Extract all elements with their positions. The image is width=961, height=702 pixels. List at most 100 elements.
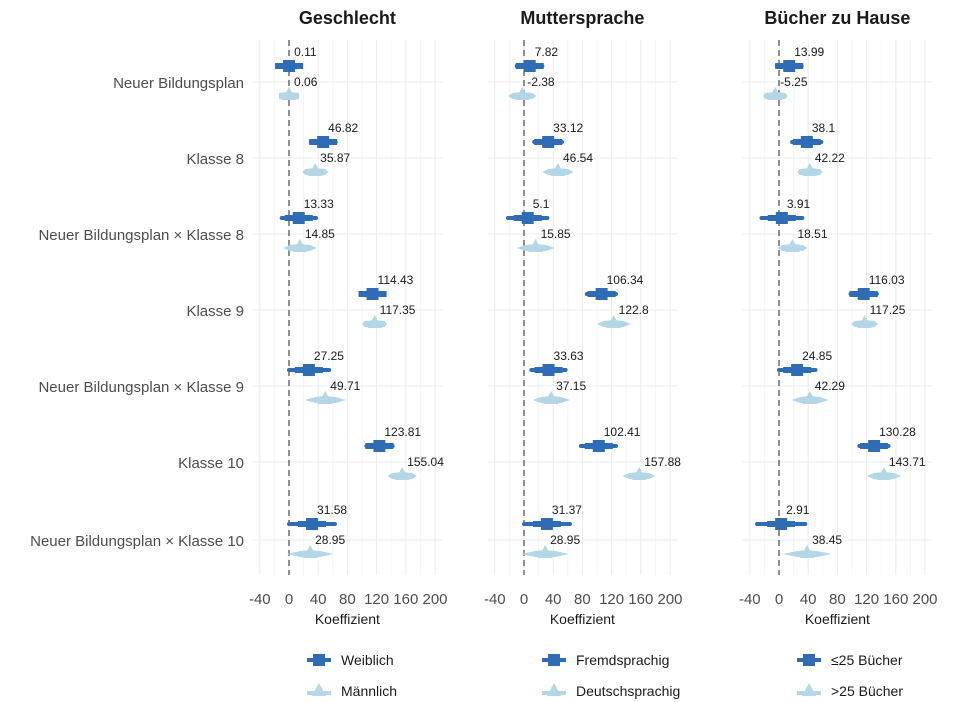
data-label: 0.11: [294, 45, 317, 59]
row-label: Neuer Bildungsplan × Klasse 10: [30, 533, 244, 550]
estimate-point: [802, 163, 817, 176]
estimate-point: [791, 364, 804, 376]
estimate-point: [521, 212, 534, 224]
data-label: 46.54: [563, 151, 593, 165]
estimate-point: [292, 212, 305, 224]
data-label: 123.81: [384, 425, 421, 439]
data-label: 2.91: [786, 503, 810, 517]
legend-key-square: [313, 654, 325, 666]
estimate-point: [595, 288, 608, 300]
x-tick-label: 0: [285, 591, 293, 608]
estimate-point: [800, 136, 813, 148]
x-tick-label: 200: [657, 591, 682, 608]
estimate-point: [282, 87, 297, 100]
estimate-point: [306, 518, 319, 530]
data-label: 0.06: [294, 75, 318, 89]
x-tick-label: -40: [484, 591, 506, 608]
x-tick-label: 40: [800, 591, 817, 608]
row-label: Klasse 8: [186, 151, 244, 168]
data-label: 38.1: [812, 121, 836, 135]
estimate-point: [544, 391, 559, 404]
data-label: 24.85: [802, 349, 832, 363]
data-label: 14.85: [305, 227, 335, 241]
estimate-point: [868, 440, 881, 452]
panel-title: Muttersprache: [520, 8, 644, 28]
row-label: Neuer Bildungsplan: [113, 75, 244, 92]
data-label: 116.03: [869, 273, 905, 287]
estimate-point: [373, 440, 386, 452]
data-label: 155.04: [407, 455, 444, 469]
legend-label: >25 Bücher: [831, 683, 903, 699]
x-tick-label: 80: [574, 591, 591, 608]
estimate-point: [857, 315, 872, 328]
estimate-point: [395, 467, 410, 480]
estimate-point: [540, 518, 553, 530]
row-label: Neuer Bildungsplan × Klasse 8: [38, 227, 244, 244]
data-label: 117.25: [870, 303, 906, 317]
data-label: 18.51: [798, 227, 828, 241]
data-label: 106.34: [607, 273, 644, 287]
legend-label: Weiblich: [341, 652, 394, 668]
data-label: -2.38: [527, 75, 555, 89]
estimate-point: [632, 467, 647, 480]
x-tick-label: 200: [422, 591, 447, 608]
data-label: 130.28: [879, 425, 916, 439]
data-label: 37.15: [556, 379, 586, 393]
data-label: 15.85: [541, 227, 571, 241]
data-label: -5.25: [780, 75, 808, 89]
estimate-point: [542, 364, 555, 376]
estimate-point: [775, 212, 788, 224]
x-tick-label: 120: [854, 591, 879, 608]
estimate-point: [367, 315, 382, 328]
estimate-point: [550, 163, 565, 176]
data-label: 35.87: [320, 151, 350, 165]
x-tick-label: 0: [520, 591, 528, 608]
data-label: 13.99: [794, 45, 824, 59]
x-tick-label: 200: [912, 591, 937, 608]
estimate-point: [283, 60, 296, 72]
x-tick-label: 120: [364, 591, 389, 608]
legend-key-square: [548, 654, 560, 666]
data-label: 157.88: [644, 455, 681, 469]
data-label: 27.25: [314, 349, 344, 363]
data-label: 102.41: [604, 425, 641, 439]
legend-key-triangle: [312, 683, 326, 696]
panel-title: Geschlecht: [299, 8, 396, 28]
legend-key-triangle: [802, 683, 816, 696]
data-label: 31.37: [552, 503, 582, 517]
x-tick-label: 120: [599, 591, 624, 608]
estimate-point: [783, 60, 796, 72]
estimate-point: [515, 87, 530, 100]
data-label: 38.45: [812, 533, 842, 547]
estimate-point: [542, 136, 555, 148]
estimate-point: [523, 60, 536, 72]
data-label: 13.33: [304, 197, 334, 211]
data-label: 143.71: [889, 455, 926, 469]
estimate-point: [768, 87, 783, 100]
legend-label: Fremdsprachig: [576, 652, 669, 668]
data-label: 42.29: [815, 379, 845, 393]
x-tick-label: -40: [249, 591, 271, 608]
data-label: 28.95: [315, 533, 345, 547]
data-label: 46.82: [328, 121, 358, 135]
data-label: 28.95: [550, 533, 580, 547]
data-label: 3.91: [787, 197, 811, 211]
estimate-point: [528, 239, 543, 252]
estimate-point: [592, 440, 605, 452]
legend-label: Deutschsprachig: [576, 683, 680, 699]
estimate-point: [775, 518, 788, 530]
estimate-point: [292, 239, 307, 252]
x-tick-label: 40: [310, 591, 327, 608]
data-label: 31.58: [317, 503, 347, 517]
data-label: 33.63: [554, 349, 584, 363]
row-label: Klasse 9: [186, 303, 244, 320]
estimate-point: [857, 288, 870, 300]
legend-key-triangle: [547, 683, 561, 696]
x-tick-label: 80: [339, 591, 356, 608]
estimate-point: [366, 288, 379, 300]
x-axis-label: Koeffizient: [550, 611, 615, 627]
data-label: 42.22: [815, 151, 845, 165]
estimate-point: [318, 391, 333, 404]
estimate-point: [800, 545, 815, 558]
